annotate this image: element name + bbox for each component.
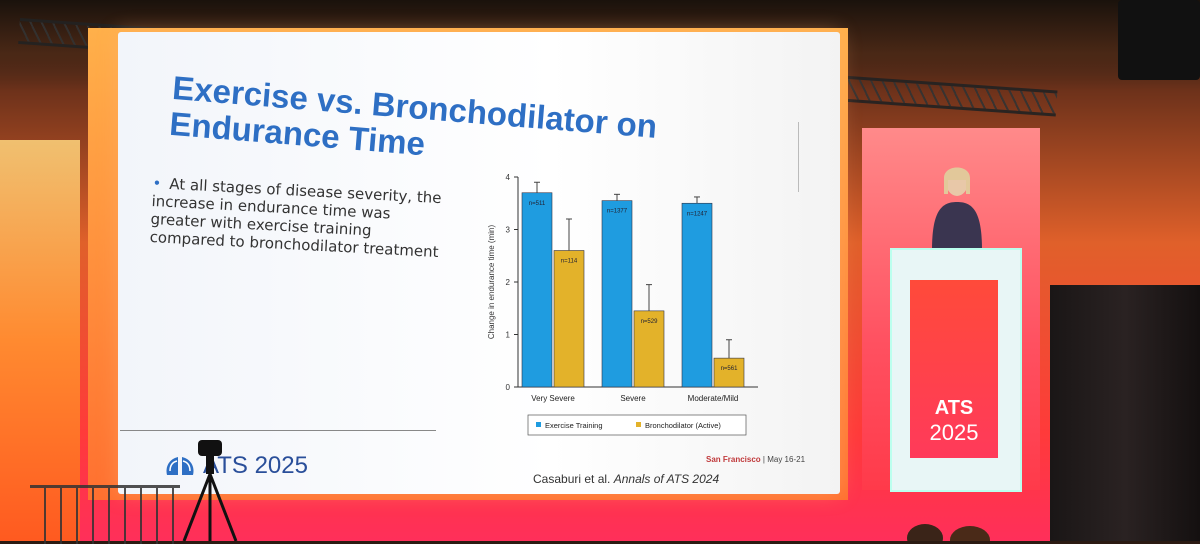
chart-svg: 0 1 2 3 4 Change in endurance time (min) n=511… — [487, 173, 758, 436]
audience-heads — [907, 524, 990, 541]
ats-logo: ATS 2025 — [163, 452, 308, 480]
citation: Casaburi et al. Annals of ATS 2024 — [533, 472, 719, 486]
presenter-figure — [932, 167, 982, 250]
y-tick-label: 0 — [506, 383, 511, 392]
bar — [681, 202, 713, 388]
y-tick-label: 1 — [506, 331, 511, 340]
legend-label: Exercise Training — [545, 421, 603, 430]
n-label: n=1377 — [607, 209, 628, 215]
bar — [601, 200, 633, 388]
y-tick-label: 4 — [506, 173, 511, 182]
y-axis-label: Change in endurance time (min) — [487, 225, 496, 340]
y-tick-label: 3 — [506, 226, 511, 235]
podium-year: 2025 — [929, 420, 979, 445]
legend-label: Bronchodilator (Active) — [645, 421, 721, 430]
n-label: n=511 — [529, 201, 546, 207]
bullet-text: At all stages of disease severity, the i… — [149, 174, 442, 262]
bar-chart: 0 1 2 3 4 Change in endurance time (min) n=511… — [476, 167, 776, 487]
bullet-icon: • — [152, 174, 162, 193]
bar — [553, 250, 585, 388]
n-label: n=1247 — [687, 211, 708, 217]
side-screen-left — [0, 140, 80, 541]
n-label: n=114 — [561, 259, 578, 265]
speaker-box — [1118, 0, 1200, 80]
black-curtain — [1050, 285, 1200, 541]
ats-lungs-icon — [166, 457, 194, 475]
footer-divider — [120, 430, 436, 431]
legend-swatch — [636, 422, 641, 427]
y-tick-label: 2 — [506, 278, 511, 287]
citation-journal: Annals of ATS 2024 — [613, 472, 720, 486]
stage-rail — [30, 485, 180, 544]
citation-authors: Casaburi et al. — [533, 472, 611, 486]
n-label: n=529 — [641, 319, 659, 325]
title-divider — [798, 122, 799, 192]
event-location: San Francisco | May 16-21 — [706, 455, 806, 464]
x-tick-label: Very Severe — [531, 394, 575, 403]
legend-swatch — [536, 422, 541, 427]
x-tick-label: Severe — [620, 394, 646, 403]
n-label: n=561 — [721, 366, 739, 372]
podium-brand: ATS — [934, 397, 974, 419]
bar — [713, 357, 745, 388]
location-text: San Francisco — [706, 455, 761, 464]
presentation-slide: Exercise vs. Bronchodilator on Endurance… — [118, 32, 840, 494]
podium-sign: ATS 2025 — [910, 280, 998, 458]
x-tick-label: Moderate/Mild — [688, 394, 739, 403]
podium: ATS 2025 — [890, 248, 1022, 492]
bar — [521, 192, 553, 388]
camera-tripod — [182, 440, 238, 541]
dates-text: May 16-21 — [767, 455, 806, 464]
bullet-point: • At all stages of disease severity, the … — [149, 174, 442, 261]
logo-text: ATS 2025 — [203, 452, 308, 479]
